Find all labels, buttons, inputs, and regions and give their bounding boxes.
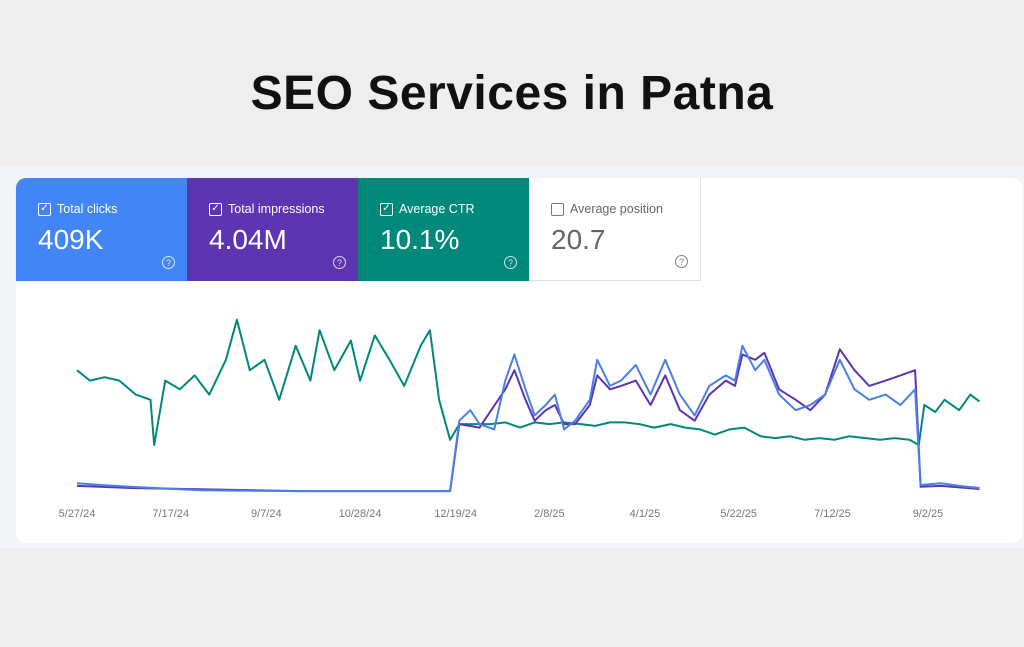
x-tick-label: 5/22/25 bbox=[720, 508, 757, 520]
metric-label: Total clicks bbox=[57, 202, 118, 216]
metric-label: Average CTR bbox=[399, 202, 475, 216]
x-tick-label: 10/28/24 bbox=[339, 508, 382, 520]
help-icon[interactable]: ? bbox=[333, 256, 346, 269]
checkbox-checked-icon[interactable]: ✓ bbox=[380, 202, 393, 216]
x-tick-label: 9/7/24 bbox=[251, 508, 282, 520]
x-tick-label: 2/8/25 bbox=[534, 508, 565, 520]
checkbox-checked-icon[interactable]: ✓ bbox=[38, 202, 51, 216]
metric-value: 20.7 bbox=[551, 224, 606, 255]
help-icon[interactable]: ? bbox=[504, 256, 517, 269]
checkbox-unchecked-icon[interactable] bbox=[551, 202, 564, 216]
metric-label: Total impressions bbox=[228, 202, 325, 216]
x-tick-label: 7/17/24 bbox=[152, 508, 189, 520]
x-tick-label: 4/1/25 bbox=[630, 508, 661, 520]
series-line-average-ctr bbox=[76, 318, 981, 446]
x-tick-label: 5/27/24 bbox=[59, 508, 96, 520]
x-tick-label: 12/19/24 bbox=[434, 508, 477, 520]
series-line-total-impressions bbox=[76, 348, 980, 493]
metric-label: Average position bbox=[570, 202, 663, 216]
metric-total-clicks[interactable]: ✓ Total clicks 409K ? bbox=[16, 178, 187, 281]
help-icon[interactable]: ? bbox=[162, 256, 175, 269]
performance-chart: 5/27/24 7/17/24 9/7/24 10/28/24 12/19/24 2/8/… bbox=[59, 318, 981, 520]
x-tick-label: 7/12/25 bbox=[814, 508, 851, 520]
metric-average-position[interactable]: Average position 20.7 ? bbox=[529, 178, 701, 281]
performance-card: ✓ Total clicks 409K ? ✓ Total impressions … bbox=[16, 178, 1022, 543]
page-title: SEO Services in Patna bbox=[250, 67, 774, 120]
metric-value: 409K bbox=[38, 224, 104, 255]
help-icon[interactable]: ? bbox=[675, 255, 688, 268]
series-line-total-clicks bbox=[76, 344, 980, 493]
checkbox-checked-icon[interactable]: ✓ bbox=[209, 202, 222, 216]
metric-value: 10.1% bbox=[380, 224, 460, 255]
metric-average-ctr[interactable]: ✓ Average CTR 10.1% ? bbox=[358, 178, 529, 281]
metric-value: 4.04M bbox=[209, 224, 287, 255]
metric-total-impressions[interactable]: ✓ Total impressions 4.04M ? bbox=[187, 178, 358, 281]
x-tick-label: 9/2/25 bbox=[913, 508, 944, 520]
